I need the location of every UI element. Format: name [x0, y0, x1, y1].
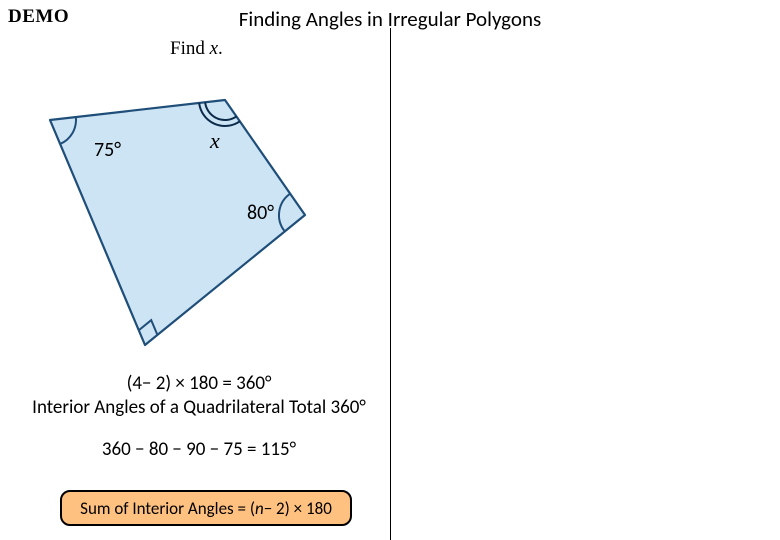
- find-prefix: Find: [170, 38, 210, 59]
- formula-suffix: − 2) × 180: [264, 498, 332, 519]
- vertical-divider: [390, 28, 391, 540]
- find-suffix: .: [218, 38, 223, 59]
- working-line-1b: Interior Angles of a Quadrilateral Total…: [32, 396, 366, 419]
- formula-box: Sum of Interior Angles = (n− 2) × 180: [60, 490, 352, 526]
- angle-label-75: 75°: [94, 138, 121, 162]
- working-line-1a: (4− 2) × 180 = 360°: [127, 372, 272, 395]
- formula-n: n: [255, 498, 264, 519]
- working-step-1: (4− 2) × 180 = 360° Interior Angles of a…: [10, 372, 388, 420]
- working-line-2: 360 − 80 − 90 − 75 = 115°: [102, 438, 296, 461]
- find-instruction: Find x.: [170, 38, 223, 60]
- quadrilateral-diagram: 75° x 80°: [30, 70, 330, 360]
- working-step-2: 360 − 80 − 90 − 75 = 115°: [10, 438, 388, 461]
- angle-label-x: x: [209, 128, 220, 153]
- find-variable: x: [210, 38, 218, 59]
- angle-label-80: 80°: [247, 201, 274, 225]
- formula-prefix: Sum of Interior Angles = (: [80, 498, 255, 519]
